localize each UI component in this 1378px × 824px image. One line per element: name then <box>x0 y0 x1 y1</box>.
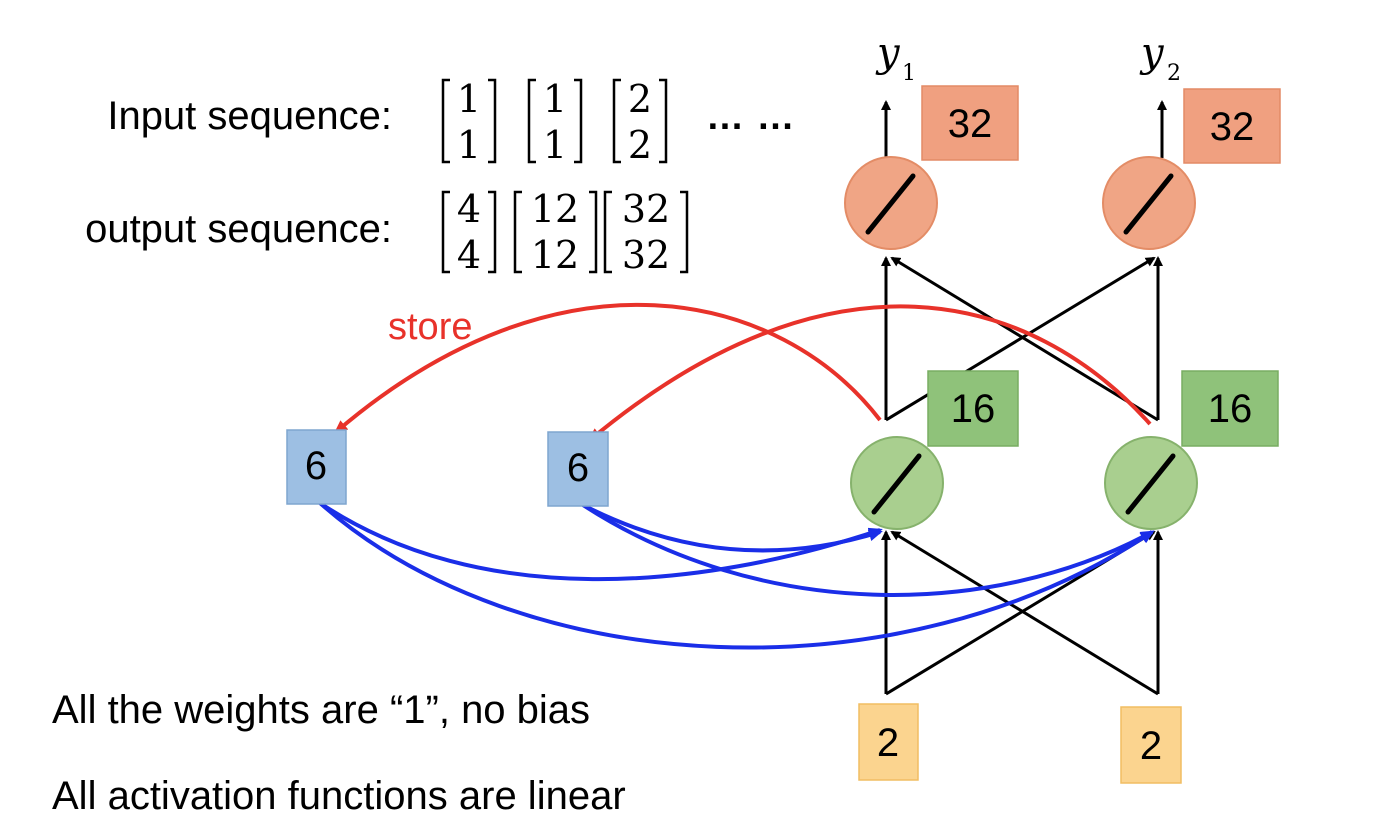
output-vector-1-top: 4 <box>457 187 481 231</box>
output-value-box-2: 32 <box>1183 88 1281 164</box>
input-vector-2: 1 1 <box>527 77 583 167</box>
input-vector-1-bottom: 1 <box>457 123 481 167</box>
input2-to-hidden1-arrow <box>890 530 1159 696</box>
hidden-value-box-1: 16 <box>927 370 1019 447</box>
output-vector-2: 12 12 <box>513 187 598 277</box>
y1-symbol: y <box>875 30 901 76</box>
linear-activation-icon <box>1125 453 1176 515</box>
memory-box-1: 6 <box>286 429 347 505</box>
hidden-value-2: 16 <box>1208 387 1253 431</box>
memory2-to-hidden1-arrow <box>582 503 883 553</box>
linear-activation-icon <box>1123 173 1174 235</box>
input-vector-2-bottom: 1 <box>543 123 567 167</box>
y2-subscript: 2 <box>1167 61 1181 86</box>
memory-box-2: 6 <box>547 431 609 507</box>
weights-note: All the weights are “1”, no bias <box>52 688 591 732</box>
output-value-box-1: 32 <box>921 85 1019 161</box>
output-vector-3-top: 32 <box>622 187 670 231</box>
memory2-to-hidden2-arrow <box>581 503 1155 597</box>
memory1-to-hidden1-arrow <box>318 501 883 582</box>
memory1-to-hidden2-arrow <box>318 501 1155 650</box>
input-vector-1-top: 1 <box>457 77 481 121</box>
input-vector-2-top: 1 <box>543 77 567 121</box>
linear-activation-icon <box>871 453 922 515</box>
output-value-1: 32 <box>948 102 993 146</box>
store-arrow-hidden2 <box>587 304 1152 442</box>
output-vector-1-bottom: 4 <box>457 233 481 277</box>
hidden-value-1: 16 <box>951 387 996 431</box>
hidden1-to-output2-arrow <box>885 256 1156 422</box>
hidden-node-2 <box>1104 436 1198 530</box>
hidden2-to-output1-arrow <box>890 256 1159 422</box>
input-value-1: 2 <box>877 721 899 765</box>
store-arrows <box>333 302 1152 442</box>
hidden-value-box-2: 16 <box>1181 370 1279 447</box>
input-vector-3-bottom: 2 <box>628 123 652 167</box>
y1-subscript: 1 <box>902 61 916 86</box>
output-vector-2-top: 12 <box>531 187 579 231</box>
y2-symbol: y <box>1139 30 1165 76</box>
output-vector-3-bottom: 32 <box>622 233 670 277</box>
input-value-2: 2 <box>1140 724 1162 768</box>
linear-activation-icon <box>865 173 916 235</box>
input-vector-1: 1 1 <box>441 77 497 167</box>
memory-value-2: 6 <box>567 446 589 490</box>
memory-value-1: 6 <box>305 444 327 488</box>
activation-note: All activation functions are linear <box>52 774 626 818</box>
y2-label: y 2 <box>1139 30 1181 86</box>
output-value-2: 32 <box>1210 105 1255 149</box>
output-sequence-label: output sequence: <box>85 207 392 251</box>
output-vector-1: 4 4 <box>441 187 497 277</box>
hidden-node-1 <box>850 436 944 530</box>
input-vector-3-top: 2 <box>628 77 652 121</box>
store-label: store <box>388 306 473 348</box>
input-box-2: 2 <box>1120 706 1182 784</box>
output-node-2 <box>1102 156 1196 250</box>
y1-label: y 1 <box>875 30 916 86</box>
output-vector-2-bottom: 12 <box>531 233 579 277</box>
sequence-ellipsis: … … <box>706 96 796 138</box>
memory-arrows <box>318 501 1155 650</box>
input-sequence-label: Input sequence: <box>107 94 392 138</box>
output-vector-3: 32 32 <box>603 187 689 277</box>
input-vector-3: 2 2 <box>612 77 668 167</box>
output-node-1 <box>844 156 938 250</box>
store-arrow-hidden1 <box>333 302 882 434</box>
input-box-1: 2 <box>858 703 919 781</box>
